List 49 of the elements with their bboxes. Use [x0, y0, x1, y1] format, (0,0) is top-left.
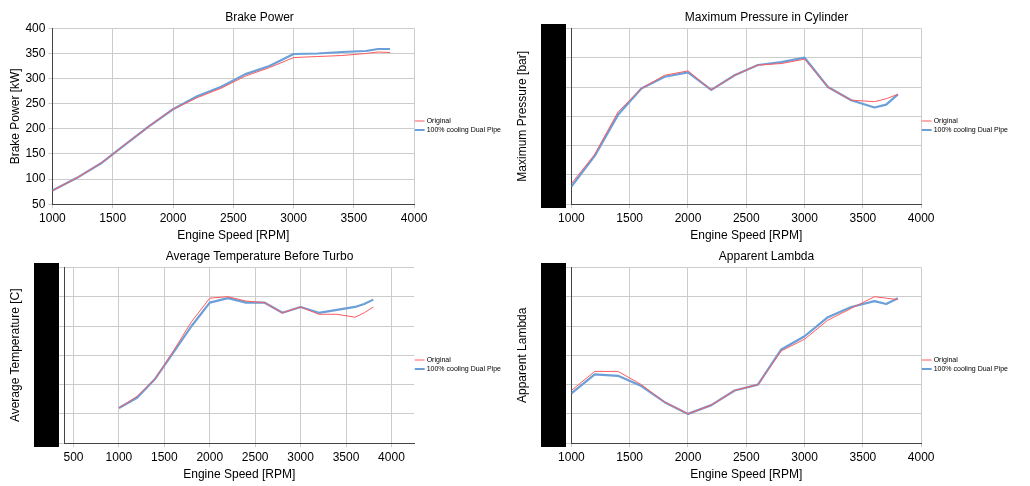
x-tick-label: 1000 — [39, 210, 67, 225]
y-tick-label: 350 — [25, 45, 46, 60]
y-tick-label: 150 — [25, 146, 46, 161]
x-tick-label: 1500 — [616, 449, 644, 464]
y-axis-title: Average Temperature [C] — [7, 288, 22, 423]
y-axis-title: Brake Power [kW] — [7, 68, 22, 165]
x-tick-label: 2500 — [219, 210, 247, 225]
y-tick-label: 300 — [25, 70, 46, 85]
x-tick-label: 500 — [63, 449, 84, 464]
x-tick-label: 4000 — [907, 210, 935, 225]
x-axis-title: Engine Speed [RPM] — [183, 467, 296, 482]
x-tick-label: 3000 — [791, 449, 819, 464]
x-tick-label: 2000 — [196, 449, 224, 464]
x-tick-label: 2000 — [674, 449, 702, 464]
y-axis-title: Apparent Lambda — [514, 307, 529, 403]
x-tick-label: 3000 — [791, 210, 819, 225]
y-tick-label: 400 — [25, 20, 46, 35]
x-axis-title: Engine Speed [RPM] — [690, 467, 803, 482]
x-axis-title: Engine Speed [RPM] — [690, 228, 803, 243]
x-tick-label: 2000 — [674, 210, 702, 225]
x-tick-label: 3500 — [340, 210, 368, 225]
x-tick-label: 3000 — [280, 210, 308, 225]
x-tick-label: 4000 — [400, 210, 428, 225]
y-tick-label: 100 — [25, 171, 46, 186]
x-tick-label: 2500 — [241, 449, 269, 464]
y-tick-label: 250 — [25, 96, 46, 111]
chart-title: Apparent Lambda — [718, 248, 815, 263]
x-tick-label: 1000 — [105, 449, 133, 464]
y-tick-label: 50 — [32, 196, 46, 211]
chart-title: Average Temperature Before Turbo — [165, 248, 354, 263]
x-tick-label: 3500 — [332, 449, 360, 464]
x-tick-label: 2500 — [732, 210, 760, 225]
x-tick-label: 1500 — [99, 210, 127, 225]
x-axis-title: Engine Speed [RPM] — [177, 228, 290, 243]
x-tick-label: 4000 — [378, 449, 406, 464]
x-tick-label: 3000 — [287, 449, 315, 464]
x-tick-label: 3500 — [849, 449, 877, 464]
x-tick-label: 2000 — [159, 210, 187, 225]
x-tick-label: 3500 — [849, 210, 877, 225]
x-tick-label: 2500 — [732, 449, 760, 464]
x-tick-label: 4000 — [907, 449, 935, 464]
x-tick-label: 1500 — [616, 210, 644, 225]
chart-title: Maximum Pressure in Cylinder — [684, 9, 849, 24]
x-tick-label: 1500 — [150, 449, 179, 464]
x-tick-label: 1000 — [558, 210, 586, 225]
y-axis-title: Maximum Pressure [bar] — [514, 50, 529, 182]
chart-title: Brake Power — [225, 9, 294, 24]
y-tick-label: 200 — [25, 121, 46, 136]
x-tick-label: 1000 — [558, 449, 586, 464]
